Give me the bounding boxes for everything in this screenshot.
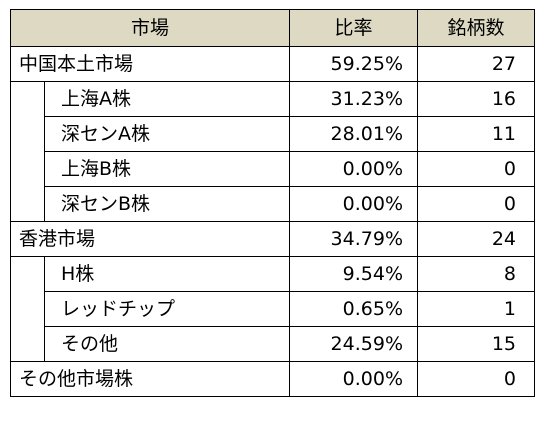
sub-market-count: 8 (417, 256, 535, 292)
table-row: その他 24.59% 15 (11, 326, 535, 362)
sub-market-name: その他 (44, 326, 290, 362)
sub-market-ratio: 9.54% (289, 256, 418, 292)
market-allocation-table-wrapper: 市場 比率 銘柄数 中国本土市場 59.25% 27 上海A株 31.23% 1… (10, 9, 535, 397)
table-row: 香港市場 34.79% 24 (10, 221, 535, 257)
sub-market-ratio: 0.00% (289, 186, 418, 222)
sub-market-name: 深センA株 (44, 116, 290, 152)
sub-market-ratio: 28.01% (289, 116, 418, 152)
sub-market-count: 0 (417, 151, 535, 187)
sub-market-name: レッドチップ (44, 291, 290, 327)
table-row: H株 9.54% 8 (10, 256, 535, 362)
header-market: 市場 (10, 9, 290, 47)
header-count: 銘柄数 (417, 9, 535, 47)
market-count: 0 (417, 361, 535, 397)
sub-market-ratio: 0.65% (289, 291, 418, 327)
market-name: 中国本土市場 (10, 46, 290, 82)
sub-market-count: 11 (417, 116, 535, 152)
sub-market-name: H株 (44, 256, 290, 292)
header-row: 市場 比率 銘柄数 (10, 9, 535, 47)
market-name: その他市場株 (10, 361, 290, 397)
table-row: その他市場株 0.00% 0 (10, 361, 535, 397)
sub-market-name: 上海A株 (44, 81, 290, 117)
market-allocation-table: 市場 比率 銘柄数 中国本土市場 59.25% 27 上海A株 31.23% 1… (10, 9, 535, 397)
sub-market-ratio: 0.00% (289, 151, 418, 187)
sub-market-ratio: 31.23% (289, 81, 418, 117)
table-row: 中国本土市場 59.25% 27 (10, 46, 535, 82)
table-row: 深センB株 0.00% 0 (11, 186, 535, 222)
market-ratio: 34.79% (289, 221, 418, 257)
indent-spacer (10, 81, 45, 222)
sub-market-count: 0 (417, 186, 535, 222)
sub-market-name: 上海B株 (44, 151, 290, 187)
sub-market-name: 深センB株 (44, 186, 290, 222)
table-row: 上海B株 0.00% 0 (11, 151, 535, 187)
table-row: レッドチップ 0.65% 1 (11, 291, 535, 327)
market-name: 香港市場 (10, 221, 290, 257)
header-ratio: 比率 (289, 9, 418, 47)
market-ratio: 0.00% (289, 361, 418, 397)
table-row: 上海A株 31.23% 16 (10, 81, 535, 222)
sub-market-count: 16 (417, 81, 535, 117)
table-row: 深センA株 28.01% 11 (11, 116, 535, 152)
sub-market-count: 15 (417, 326, 535, 362)
market-count: 24 (417, 221, 535, 257)
indent-spacer (10, 256, 45, 362)
market-count: 27 (417, 46, 535, 82)
market-ratio: 59.25% (289, 46, 418, 82)
sub-market-ratio: 24.59% (289, 326, 418, 362)
sub-market-count: 1 (417, 291, 535, 327)
